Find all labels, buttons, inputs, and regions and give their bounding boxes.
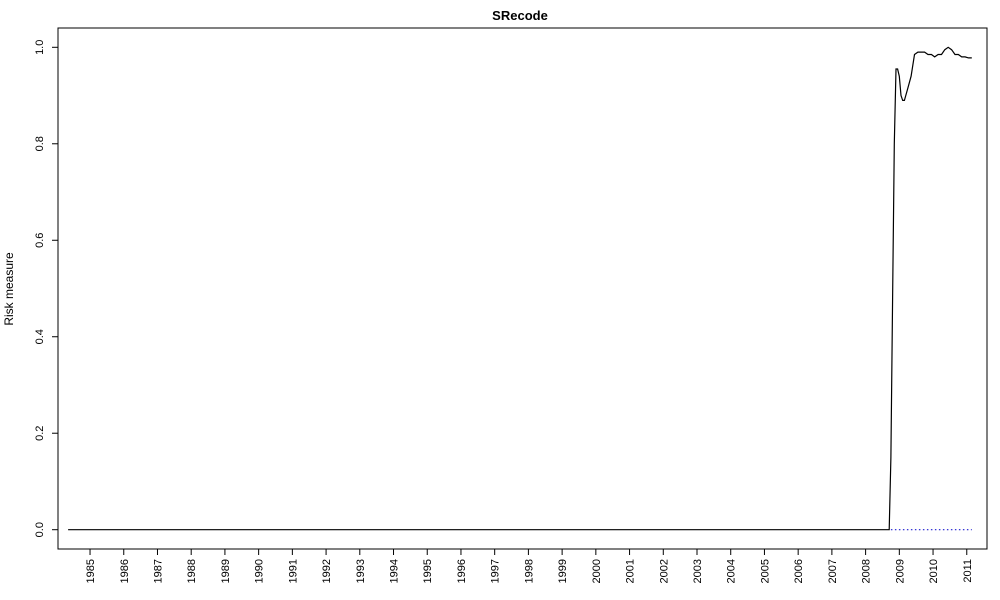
x-tick-label: 1988 <box>186 559 198 583</box>
x-tick-label: 1990 <box>254 559 266 583</box>
x-tick-label: 1998 <box>523 559 535 583</box>
x-tick-label: 2003 <box>692 559 704 583</box>
x-tick-label: 2005 <box>759 559 771 583</box>
x-tick-label: 2009 <box>894 559 906 583</box>
x-tick-label: 1986 <box>119 559 131 583</box>
series-layer <box>68 46 972 531</box>
y-tick-label: 0.4 <box>34 329 46 344</box>
x-tick-label: 1991 <box>287 559 299 583</box>
x-tick-label: 1989 <box>220 559 232 583</box>
x-tick-label: 1985 <box>85 559 97 583</box>
y-axis-label: Risk measure <box>2 252 16 326</box>
y-tick-label: 0.2 <box>34 426 46 441</box>
x-tick-label: 2000 <box>591 559 603 583</box>
y-tick-label: 1.0 <box>34 40 46 55</box>
y-tick-label: 0.6 <box>34 233 46 248</box>
x-tick-label: 2011 <box>962 559 974 583</box>
x-axis: 1985 1986 1987 1988 1989 1990 1991 1992 1993 1994… <box>85 549 974 583</box>
x-tick-label: 1994 <box>389 559 401 583</box>
series-line-0 <box>68 46 972 531</box>
y-axis: 0.0 0.2 0.4 0.6 0.8 1.0 <box>34 40 58 537</box>
x-tick-label: 1997 <box>490 559 502 583</box>
x-tick-label: 2001 <box>625 559 637 583</box>
y-tick-label: 0.8 <box>34 136 46 151</box>
plot-frame <box>57 27 988 550</box>
x-tick-label: 2002 <box>658 559 670 583</box>
x-tick-label: 2008 <box>861 559 873 583</box>
x-tick-label: 1993 <box>355 559 367 583</box>
x-tick-label: 2010 <box>928 559 940 583</box>
x-tick-label: 2004 <box>726 559 738 583</box>
chart-title: SRecode <box>492 8 548 23</box>
x-tick-label: 1987 <box>152 559 164 583</box>
x-tick-label: 1995 <box>422 559 434 583</box>
y-tick-label: 0.0 <box>34 522 46 537</box>
x-tick-label: 1999 <box>557 559 569 583</box>
x-tick-label: 1996 <box>456 559 468 583</box>
x-tick-label: 1992 <box>321 559 333 583</box>
x-tick-label: 2007 <box>827 559 839 583</box>
x-tick-label: 2006 <box>793 559 805 583</box>
